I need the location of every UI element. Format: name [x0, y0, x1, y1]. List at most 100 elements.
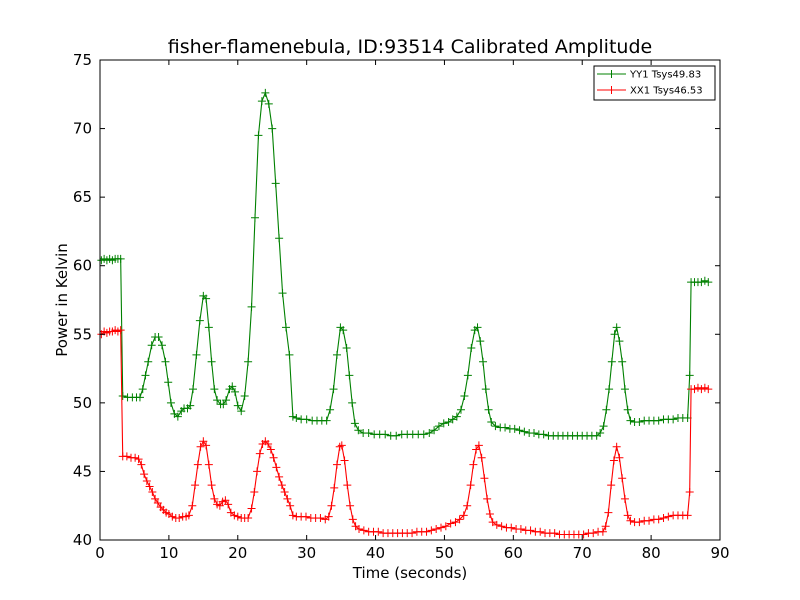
data-point-marker [151, 494, 160, 503]
data-point-marker [526, 526, 535, 535]
data-point-marker [280, 488, 289, 496]
data-point-marker [231, 387, 240, 396]
data-point-marker [224, 500, 233, 509]
data-point-marker [427, 526, 436, 535]
data-point-marker [626, 416, 635, 425]
data-point-marker [683, 511, 692, 520]
data-point-marker [473, 323, 482, 332]
data-point-marker [697, 385, 706, 394]
data-point-marker [161, 357, 170, 366]
data-point-marker [596, 429, 605, 438]
data-point-marker [142, 477, 151, 486]
data-point-marker [693, 383, 702, 392]
data-point-marker [135, 393, 144, 402]
data-point-marker [275, 472, 284, 481]
data-point-marker [283, 494, 292, 503]
data-point-marker [492, 520, 501, 529]
legend: YY1 Tsys49.83 XX1 Tsys46.53 [593, 65, 716, 101]
data-point-marker [204, 460, 213, 469]
data-point-marker [609, 456, 618, 465]
data-point-marker [348, 515, 357, 524]
data-point-marker [244, 357, 253, 366]
x-tick-label: 80 [642, 544, 661, 562]
data-point-marker [275, 234, 284, 243]
data-point-marker [254, 131, 263, 140]
data-point-marker [272, 463, 281, 472]
data-point-marker [354, 426, 363, 435]
data-point-marker [255, 449, 264, 458]
data-point-marker [326, 405, 335, 414]
data-point-marker [233, 401, 242, 410]
y-tick-label: 60 [73, 257, 92, 275]
data-point-marker [477, 453, 486, 462]
data-point-marker [186, 401, 195, 410]
data-point-marker [199, 437, 208, 446]
data-point-marker [408, 529, 417, 538]
data-point-marker [700, 276, 709, 285]
data-point-marker [374, 527, 383, 536]
data-point-marker [207, 357, 216, 366]
data-point-marker [618, 357, 627, 366]
data-point-marker [250, 488, 259, 496]
x-tick-label: 0 [95, 544, 105, 562]
data-point-marker [536, 527, 545, 536]
data-point-marker [623, 405, 632, 414]
data-point-marker [193, 460, 202, 469]
data-point-marker [138, 385, 147, 394]
data-point-marker [515, 426, 524, 435]
data-point-marker [589, 529, 598, 538]
series-xx1 [97, 326, 713, 539]
data-point-marker [467, 344, 476, 352]
data-point-marker [615, 337, 624, 346]
data-point-marker [635, 418, 644, 427]
data-point-marker [605, 385, 614, 394]
data-point-marker [340, 456, 349, 465]
data-point-marker [221, 496, 230, 505]
data-point-marker [497, 522, 506, 531]
y-tick-label: 50 [73, 394, 92, 412]
data-point-marker [430, 426, 439, 435]
data-point-marker [153, 498, 162, 507]
data-point-marker [483, 494, 492, 503]
data-point-marker [339, 326, 348, 335]
data-point-marker [118, 392, 127, 400]
data-point-marker [288, 511, 297, 520]
y-tick-label: 45 [73, 462, 92, 480]
data-point-marker [261, 88, 270, 97]
x-axis-label: Time (seconds) [352, 564, 468, 582]
data-point-marker [485, 509, 494, 518]
data-point-marker [173, 412, 182, 421]
data-point-marker [196, 442, 205, 451]
data-point-marker [452, 412, 461, 421]
y-tick-label: 75 [73, 51, 92, 69]
x-tick-label: 20 [228, 544, 247, 562]
data-point-marker [422, 527, 431, 536]
data-point-marker [144, 357, 153, 366]
data-point-marker [488, 518, 497, 527]
data-point-marker [704, 278, 713, 287]
data-point-marker [645, 516, 654, 525]
data-point-marker [602, 405, 611, 414]
data-point-marker [158, 341, 166, 350]
legend-marker-yy1 [607, 70, 616, 78]
data-point-marker [116, 254, 125, 263]
data-point-marker [604, 508, 613, 517]
legend-box [593, 65, 716, 101]
data-point-marker [598, 527, 607, 536]
data-point-marker [463, 501, 472, 510]
data-point-marker [441, 522, 450, 531]
data-point-marker [510, 424, 519, 433]
data-point-marker [346, 501, 355, 510]
data-point-marker [282, 323, 290, 332]
data-point-marker [599, 422, 608, 431]
data-point-marker [343, 481, 352, 490]
data-point-marker [278, 289, 287, 298]
data-point-marker [137, 460, 146, 469]
data-point-marker [612, 442, 621, 451]
data-point-marker [487, 418, 496, 427]
data-point-marker [154, 333, 163, 342]
legend-label-yy1: YY1 Tsys49.83 [629, 70, 701, 81]
data-point-marker [327, 501, 336, 510]
data-point-marker [654, 416, 663, 425]
